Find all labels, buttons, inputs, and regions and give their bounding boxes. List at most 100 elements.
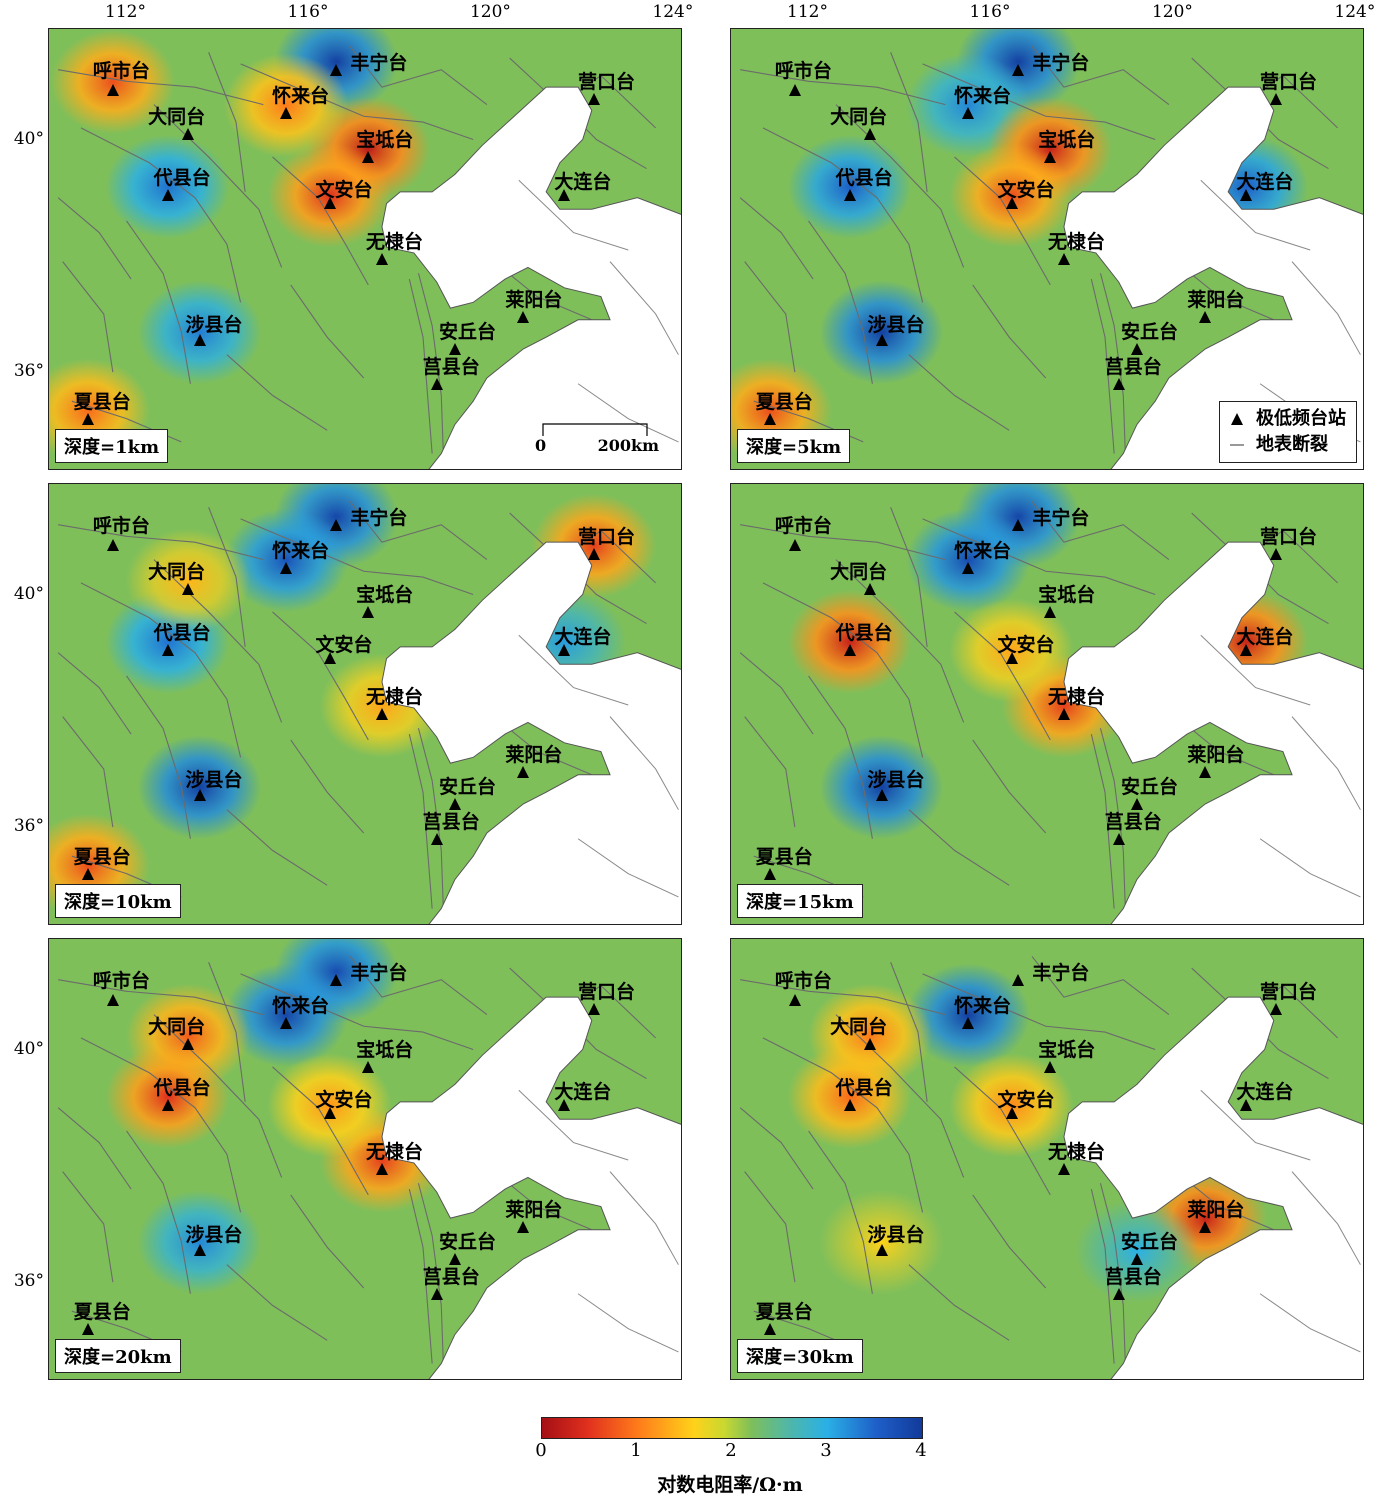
station-triangle-icon xyxy=(193,333,207,347)
station-triangle-icon xyxy=(430,377,444,391)
legend-station-icon xyxy=(1231,413,1243,425)
depth-label: 深度=5km xyxy=(737,429,851,463)
station-triangle-icon xyxy=(557,188,571,202)
station-triangle-icon xyxy=(587,1002,601,1016)
fault-line xyxy=(1259,1293,1361,1353)
station-label: 宝坻台 xyxy=(356,1038,414,1061)
station-triangle-icon xyxy=(1269,1002,1283,1016)
station-label: 大同台 xyxy=(148,560,206,583)
station-label: 怀来台 xyxy=(272,540,330,563)
fault-line xyxy=(518,1089,629,1161)
fault-line xyxy=(349,956,488,1016)
station-triangle-icon xyxy=(587,547,601,561)
station-triangle-icon xyxy=(763,867,777,881)
station-triangle-icon xyxy=(875,788,889,802)
fault-line xyxy=(226,354,328,431)
fault-line xyxy=(577,1293,679,1353)
fault-line xyxy=(739,652,814,735)
station-label: 大连台 xyxy=(554,170,612,193)
station-label: 大连台 xyxy=(554,625,612,648)
station-triangle-icon xyxy=(788,993,802,1007)
station-triangle-icon xyxy=(106,993,120,1007)
station-label: 夏县台 xyxy=(755,390,813,413)
fault-line xyxy=(1099,1183,1127,1370)
station-label: 丰宁台 xyxy=(350,506,408,529)
fault-line xyxy=(1031,501,1170,561)
fault-line xyxy=(835,559,965,723)
fault-line xyxy=(1031,46,1170,106)
station-label: 无棣台 xyxy=(1047,230,1105,253)
station-label: 代县台 xyxy=(835,621,893,644)
fault-line xyxy=(153,1014,283,1178)
anomaly-blob xyxy=(105,1044,230,1149)
fault-line xyxy=(972,1194,1047,1289)
station-label: 呼市台 xyxy=(774,60,832,83)
map-legend: 极低频台站 地表断裂 xyxy=(1219,401,1357,463)
station-triangle-icon xyxy=(763,412,777,426)
station-label: 营口台 xyxy=(1260,525,1318,548)
fault-line xyxy=(1200,1089,1311,1161)
station-label: 无棣台 xyxy=(1047,1140,1105,1163)
fault-line xyxy=(1090,278,1115,454)
station-label: 呼市台 xyxy=(92,515,150,538)
station-label: 宝坻台 xyxy=(1038,1038,1096,1061)
fault-line xyxy=(908,809,1010,886)
station-label: 宝坻台 xyxy=(1038,583,1096,606)
station-triangle-icon xyxy=(961,561,975,575)
fault-line xyxy=(417,273,445,460)
fault-line xyxy=(954,156,1051,286)
anomaly-blob xyxy=(50,30,175,135)
fault-line xyxy=(739,1107,814,1190)
station-label: 丰宁台 xyxy=(1032,961,1090,984)
station-triangle-icon xyxy=(375,1162,389,1176)
fault-line xyxy=(153,559,283,723)
station-triangle-icon xyxy=(557,1098,571,1112)
fault-line xyxy=(57,652,132,735)
anomaly-blob xyxy=(224,53,349,158)
station-triangle-icon xyxy=(1239,188,1253,202)
station-triangle-icon xyxy=(863,582,877,596)
station-label: 大连台 xyxy=(1236,1080,1294,1103)
resistivity-map xyxy=(731,29,1363,469)
fault-line xyxy=(835,104,965,268)
fault-line xyxy=(349,501,488,561)
fault-line xyxy=(1291,716,1361,810)
station-triangle-icon xyxy=(1239,1098,1253,1112)
station-label: 无棣台 xyxy=(365,230,423,253)
scale-bar: 0 200km xyxy=(535,422,659,455)
longitude-tick-label: 124° xyxy=(1334,2,1376,22)
station-label: 大同台 xyxy=(148,1015,206,1038)
fault-line xyxy=(1090,1188,1115,1364)
fault-line xyxy=(744,261,796,373)
anomaly-blob xyxy=(126,528,251,633)
station-label: 安丘台 xyxy=(1120,1230,1178,1253)
station-label: 莱阳台 xyxy=(505,288,563,311)
station-label: 莱阳台 xyxy=(505,1198,563,1221)
fault-line xyxy=(240,63,474,141)
station-triangle-icon xyxy=(375,252,389,266)
map-panel: 呼市台 丰宁台 营口台 怀来台 大同台 宝坻台 大连台 代县台 文安台 无棣台 莱阳台 涉县台 安丘台莒… xyxy=(730,28,1364,470)
station-label: 代县台 xyxy=(835,1076,893,1099)
station-triangle-icon xyxy=(329,518,343,532)
station-label: 代县台 xyxy=(153,166,211,189)
colorbar-label: 对数电阻率/Ω·m xyxy=(657,1474,803,1496)
station-triangle-icon xyxy=(843,643,857,657)
station-label: 夏县台 xyxy=(755,845,813,868)
station-triangle-icon xyxy=(961,1016,975,1030)
station-triangle-icon xyxy=(81,412,95,426)
anomaly-blob xyxy=(787,134,912,239)
station-triangle-icon xyxy=(1112,832,1126,846)
station-label: 大同台 xyxy=(830,105,888,128)
station-label: 安丘台 xyxy=(438,775,496,798)
latitude-tick-label: 36° xyxy=(13,1271,44,1292)
station-label: 涉县台 xyxy=(185,314,243,337)
sea-area xyxy=(381,996,681,1379)
station-label: 呼市台 xyxy=(92,60,150,83)
longitude-tick-label: 120° xyxy=(469,2,511,22)
fault-line xyxy=(890,507,928,647)
fault-line xyxy=(349,46,488,106)
fault-line xyxy=(240,518,474,596)
station-label: 无棣台 xyxy=(365,685,423,708)
station-label: 营口台 xyxy=(1260,980,1318,1003)
station-label: 莱阳台 xyxy=(1187,1198,1245,1221)
